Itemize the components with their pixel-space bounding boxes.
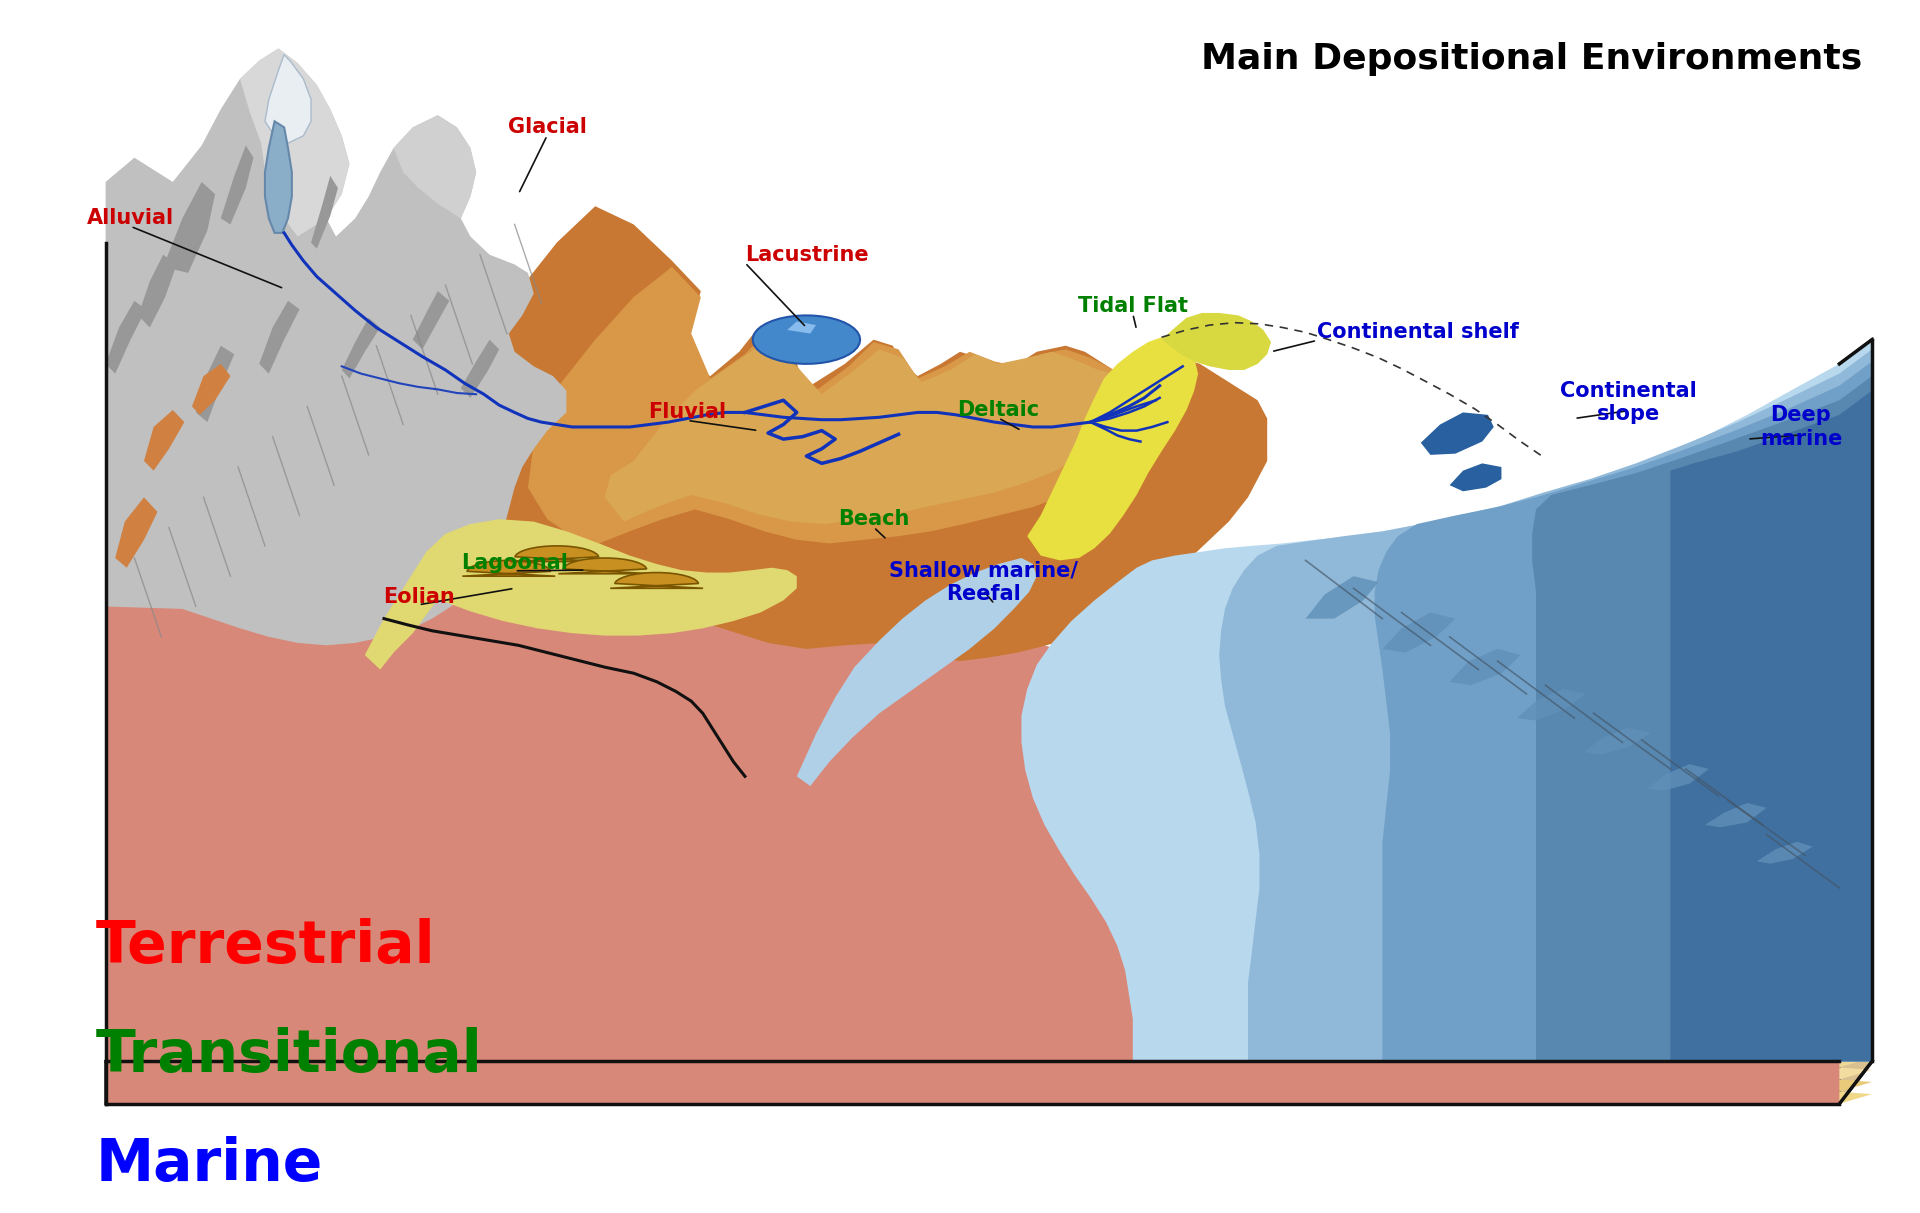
Polygon shape	[611, 573, 703, 588]
Polygon shape	[528, 267, 1171, 543]
Polygon shape	[311, 176, 338, 249]
Text: Terrestrial: Terrestrial	[96, 918, 436, 974]
Polygon shape	[138, 255, 177, 328]
Polygon shape	[1584, 728, 1651, 754]
Polygon shape	[115, 497, 157, 568]
Polygon shape	[106, 1067, 1872, 1080]
Polygon shape	[106, 267, 288, 364]
Polygon shape	[1450, 463, 1501, 491]
Text: Transitional: Transitional	[96, 1027, 482, 1083]
Text: Main Depositional Environments: Main Depositional Environments	[1202, 42, 1862, 76]
Polygon shape	[106, 49, 566, 645]
Polygon shape	[463, 560, 555, 576]
Polygon shape	[1021, 340, 1872, 1061]
Text: Beach: Beach	[837, 509, 910, 529]
Polygon shape	[1421, 412, 1494, 455]
Polygon shape	[106, 1092, 1872, 1104]
Polygon shape	[559, 558, 651, 574]
Polygon shape	[394, 115, 476, 218]
Polygon shape	[265, 55, 311, 143]
Text: Tidal Flat: Tidal Flat	[1077, 296, 1188, 315]
Text: Deltaic: Deltaic	[958, 400, 1039, 420]
Polygon shape	[106, 1080, 1872, 1092]
Polygon shape	[753, 315, 860, 364]
Polygon shape	[342, 318, 380, 378]
Polygon shape	[1532, 376, 1872, 1061]
Polygon shape	[196, 346, 234, 422]
Polygon shape	[511, 546, 603, 562]
Polygon shape	[1757, 842, 1812, 864]
Polygon shape	[221, 146, 253, 224]
Polygon shape	[1382, 613, 1455, 653]
Text: Marine: Marine	[96, 1137, 323, 1192]
Polygon shape	[1670, 391, 1872, 1061]
Polygon shape	[797, 558, 1037, 786]
Text: Glacial: Glacial	[507, 118, 588, 137]
Polygon shape	[106, 328, 355, 418]
Polygon shape	[106, 425, 1839, 1104]
Polygon shape	[1647, 764, 1709, 791]
Polygon shape	[1450, 649, 1521, 685]
Polygon shape	[1027, 337, 1198, 560]
Polygon shape	[1306, 576, 1379, 619]
Polygon shape	[106, 388, 413, 485]
Polygon shape	[374, 206, 1267, 661]
Polygon shape	[1085, 366, 1190, 490]
Text: Continental shelf: Continental shelf	[1317, 323, 1519, 342]
Text: Shallow marine/
Reefal: Shallow marine/ Reefal	[889, 560, 1077, 604]
Polygon shape	[1839, 340, 1872, 1104]
Text: Deep
marine: Deep marine	[1761, 405, 1841, 449]
Polygon shape	[605, 342, 1129, 524]
Polygon shape	[413, 291, 449, 349]
Polygon shape	[1517, 689, 1586, 721]
Polygon shape	[265, 121, 292, 233]
Polygon shape	[1705, 803, 1766, 827]
Polygon shape	[259, 301, 300, 374]
Polygon shape	[365, 519, 797, 670]
Text: Lagoonal: Lagoonal	[461, 553, 568, 573]
Polygon shape	[106, 1058, 1872, 1067]
Polygon shape	[1219, 349, 1872, 1061]
Polygon shape	[1162, 313, 1271, 370]
Polygon shape	[461, 340, 499, 398]
Polygon shape	[787, 321, 816, 334]
Text: Lacustrine: Lacustrine	[745, 245, 868, 264]
Text: Continental
slope: Continental slope	[1559, 381, 1697, 425]
Polygon shape	[1375, 361, 1872, 1061]
Polygon shape	[192, 364, 230, 415]
Polygon shape	[163, 182, 215, 273]
Text: Alluvial: Alluvial	[86, 209, 175, 228]
Text: Eolian: Eolian	[382, 587, 455, 606]
Polygon shape	[240, 49, 349, 237]
Text: Fluvial: Fluvial	[649, 403, 726, 422]
Polygon shape	[106, 301, 146, 374]
Polygon shape	[106, 1061, 1872, 1104]
Polygon shape	[144, 410, 184, 471]
